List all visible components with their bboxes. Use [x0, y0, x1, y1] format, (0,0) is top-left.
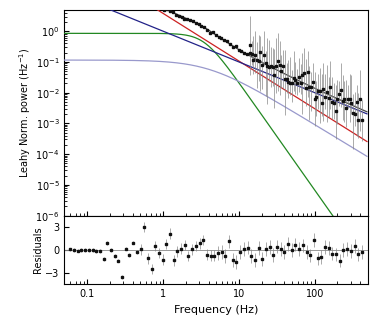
Y-axis label: Residuals: Residuals	[33, 227, 42, 273]
X-axis label: Frequency (Hz): Frequency (Hz)	[174, 305, 258, 315]
Y-axis label: Leahy Norm. power (Hz$^{-1}$): Leahy Norm. power (Hz$^{-1}$)	[17, 47, 33, 178]
